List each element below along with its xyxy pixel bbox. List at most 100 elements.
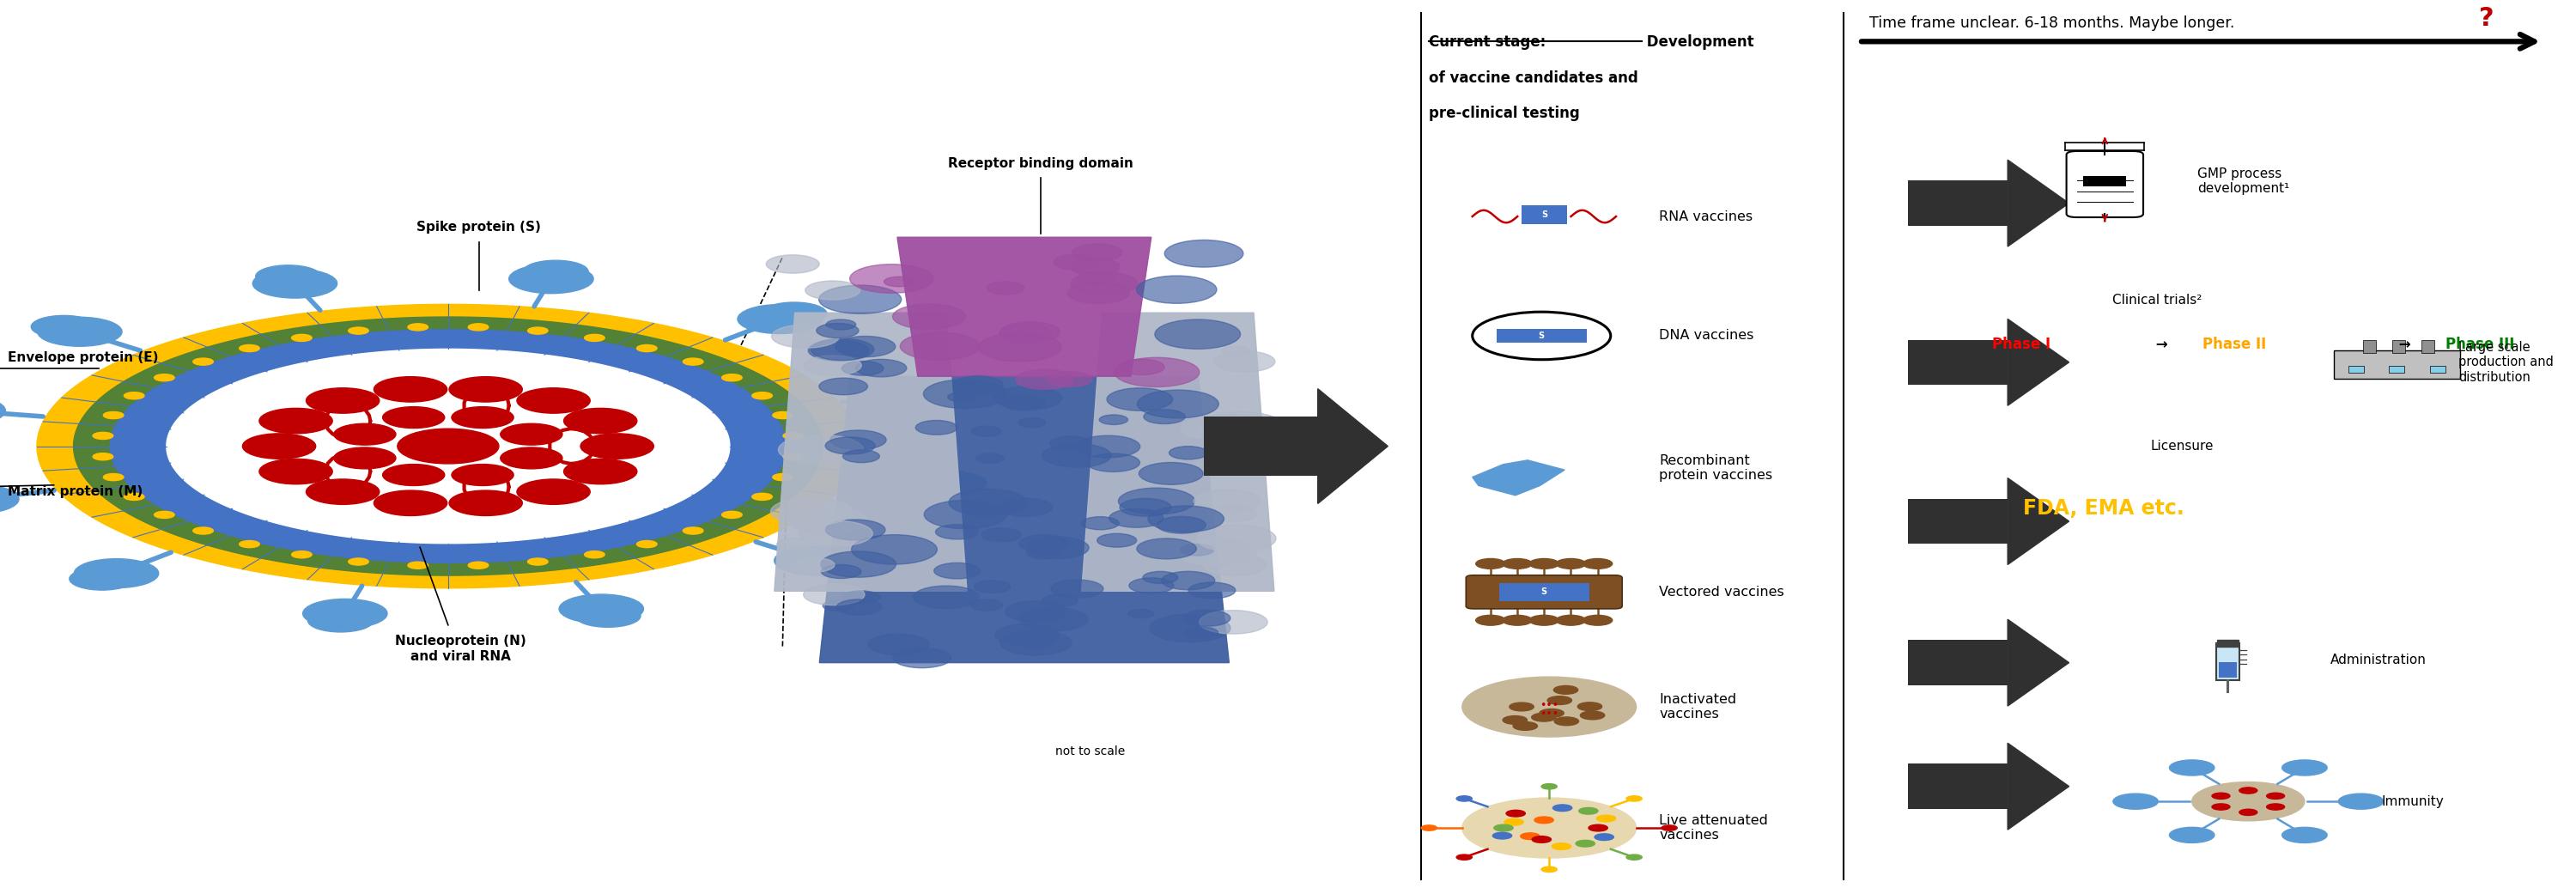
Circle shape: [1476, 615, 1504, 625]
Circle shape: [948, 392, 976, 401]
FancyBboxPatch shape: [2429, 366, 2445, 373]
FancyBboxPatch shape: [2084, 176, 2125, 186]
Circle shape: [2213, 804, 2231, 810]
FancyBboxPatch shape: [2362, 340, 2375, 353]
Circle shape: [1136, 538, 1195, 559]
Text: →: →: [2393, 337, 2416, 353]
Circle shape: [899, 332, 979, 360]
Text: Envelope protein (E): Envelope protein (E): [8, 352, 157, 365]
Circle shape: [894, 304, 966, 329]
Circle shape: [1540, 784, 1556, 789]
Circle shape: [1144, 571, 1177, 583]
Circle shape: [948, 489, 1028, 516]
Circle shape: [1100, 415, 1128, 424]
Circle shape: [799, 520, 873, 546]
Circle shape: [309, 609, 374, 632]
Circle shape: [528, 559, 549, 565]
Circle shape: [976, 453, 1005, 463]
Circle shape: [1510, 702, 1533, 711]
Circle shape: [1548, 696, 1571, 704]
Text: Licensure: Licensure: [2151, 440, 2213, 453]
Circle shape: [1149, 506, 1224, 532]
Text: Receptor binding domain: Receptor binding domain: [948, 157, 1133, 170]
Circle shape: [1072, 272, 1139, 295]
Circle shape: [752, 392, 773, 400]
Circle shape: [1136, 390, 1218, 418]
FancyBboxPatch shape: [1203, 416, 1319, 476]
Circle shape: [1582, 615, 1613, 625]
Circle shape: [1185, 627, 1218, 638]
Circle shape: [974, 581, 1010, 593]
Circle shape: [585, 551, 605, 558]
Circle shape: [2239, 788, 2257, 794]
Circle shape: [1625, 854, 1641, 860]
Circle shape: [155, 511, 175, 519]
Circle shape: [0, 396, 5, 425]
Circle shape: [1476, 559, 1504, 569]
Circle shape: [778, 435, 863, 464]
Circle shape: [155, 374, 175, 381]
Circle shape: [2339, 794, 2383, 809]
Circle shape: [1002, 395, 1046, 410]
Circle shape: [1492, 832, 1512, 839]
Text: S: S: [1538, 331, 1546, 340]
Circle shape: [1422, 825, 1437, 830]
Circle shape: [240, 541, 260, 548]
Circle shape: [252, 269, 337, 298]
FancyBboxPatch shape: [1522, 205, 1566, 225]
Circle shape: [1118, 488, 1195, 514]
Circle shape: [1579, 808, 1597, 814]
Circle shape: [809, 340, 868, 361]
Circle shape: [1520, 833, 1540, 839]
Circle shape: [752, 493, 773, 500]
Circle shape: [1533, 836, 1551, 843]
Circle shape: [999, 321, 1059, 343]
Circle shape: [683, 527, 703, 535]
Circle shape: [1136, 276, 1216, 304]
Circle shape: [1028, 547, 1061, 559]
Circle shape: [1051, 580, 1103, 598]
Circle shape: [999, 325, 1051, 343]
Text: Current stage:: Current stage:: [1430, 35, 1546, 50]
Circle shape: [2267, 793, 2285, 799]
Circle shape: [1025, 537, 1090, 559]
Text: S: S: [1540, 588, 1548, 596]
Circle shape: [817, 323, 858, 338]
Polygon shape: [2007, 620, 2069, 706]
Circle shape: [1218, 414, 1247, 424]
Circle shape: [1198, 412, 1285, 441]
Text: Time frame unclear. 6-18 months. Maybe longer.: Time frame unclear. 6-18 months. Maybe l…: [1870, 15, 2233, 31]
Circle shape: [1200, 610, 1267, 634]
Text: Phase III: Phase III: [2445, 337, 2514, 353]
Circle shape: [93, 432, 113, 440]
Circle shape: [850, 265, 933, 293]
Circle shape: [762, 302, 827, 325]
Circle shape: [384, 407, 446, 428]
Circle shape: [510, 265, 592, 293]
Circle shape: [1208, 505, 1257, 522]
Circle shape: [2267, 804, 2285, 810]
Circle shape: [348, 327, 368, 334]
Circle shape: [1072, 244, 1123, 261]
Circle shape: [1097, 534, 1136, 547]
Text: GMP process
development¹: GMP process development¹: [2197, 167, 2290, 195]
Text: Phase II: Phase II: [2202, 337, 2267, 353]
FancyBboxPatch shape: [1909, 180, 2007, 226]
Text: Live attenuated
vaccines: Live attenuated vaccines: [1659, 814, 1767, 842]
Circle shape: [914, 586, 979, 608]
Circle shape: [935, 563, 981, 579]
Circle shape: [1018, 418, 1046, 427]
Circle shape: [255, 266, 322, 288]
Circle shape: [891, 467, 976, 496]
Circle shape: [407, 562, 428, 569]
Circle shape: [1494, 825, 1512, 831]
Circle shape: [819, 378, 868, 395]
Text: •••: •••: [1540, 709, 1558, 720]
Circle shape: [1177, 538, 1257, 566]
Text: S: S: [1540, 210, 1548, 219]
Circle shape: [1020, 607, 1087, 631]
Circle shape: [824, 519, 886, 540]
Circle shape: [564, 408, 636, 433]
Circle shape: [39, 317, 121, 346]
Circle shape: [75, 559, 160, 588]
